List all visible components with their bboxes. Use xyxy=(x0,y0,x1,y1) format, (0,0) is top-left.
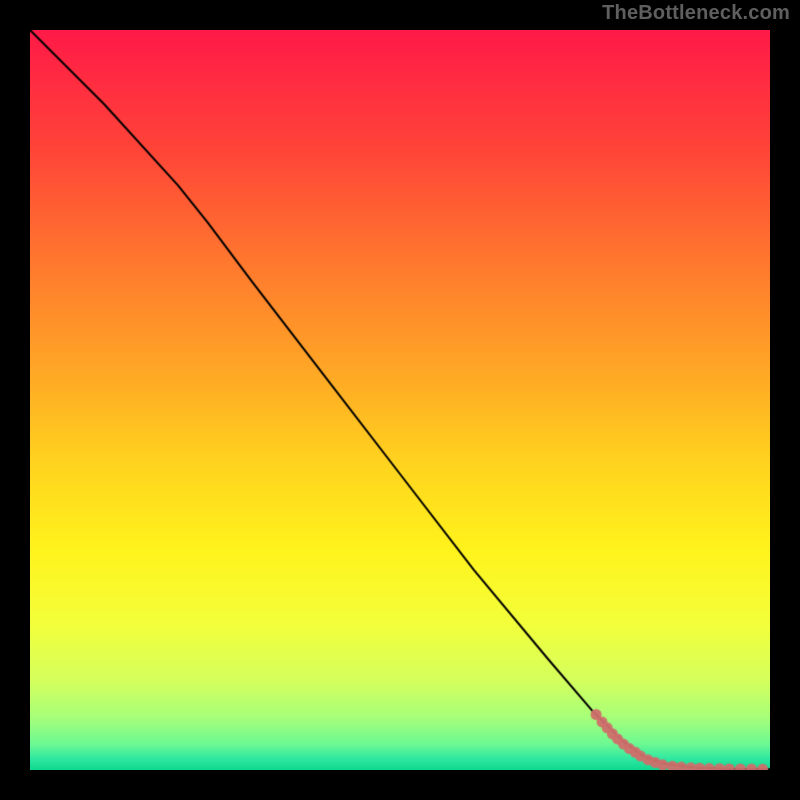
plot-canvas xyxy=(30,30,770,770)
chart-frame: TheBottleneck.com xyxy=(0,0,800,800)
watermark: TheBottleneck.com xyxy=(602,2,790,25)
